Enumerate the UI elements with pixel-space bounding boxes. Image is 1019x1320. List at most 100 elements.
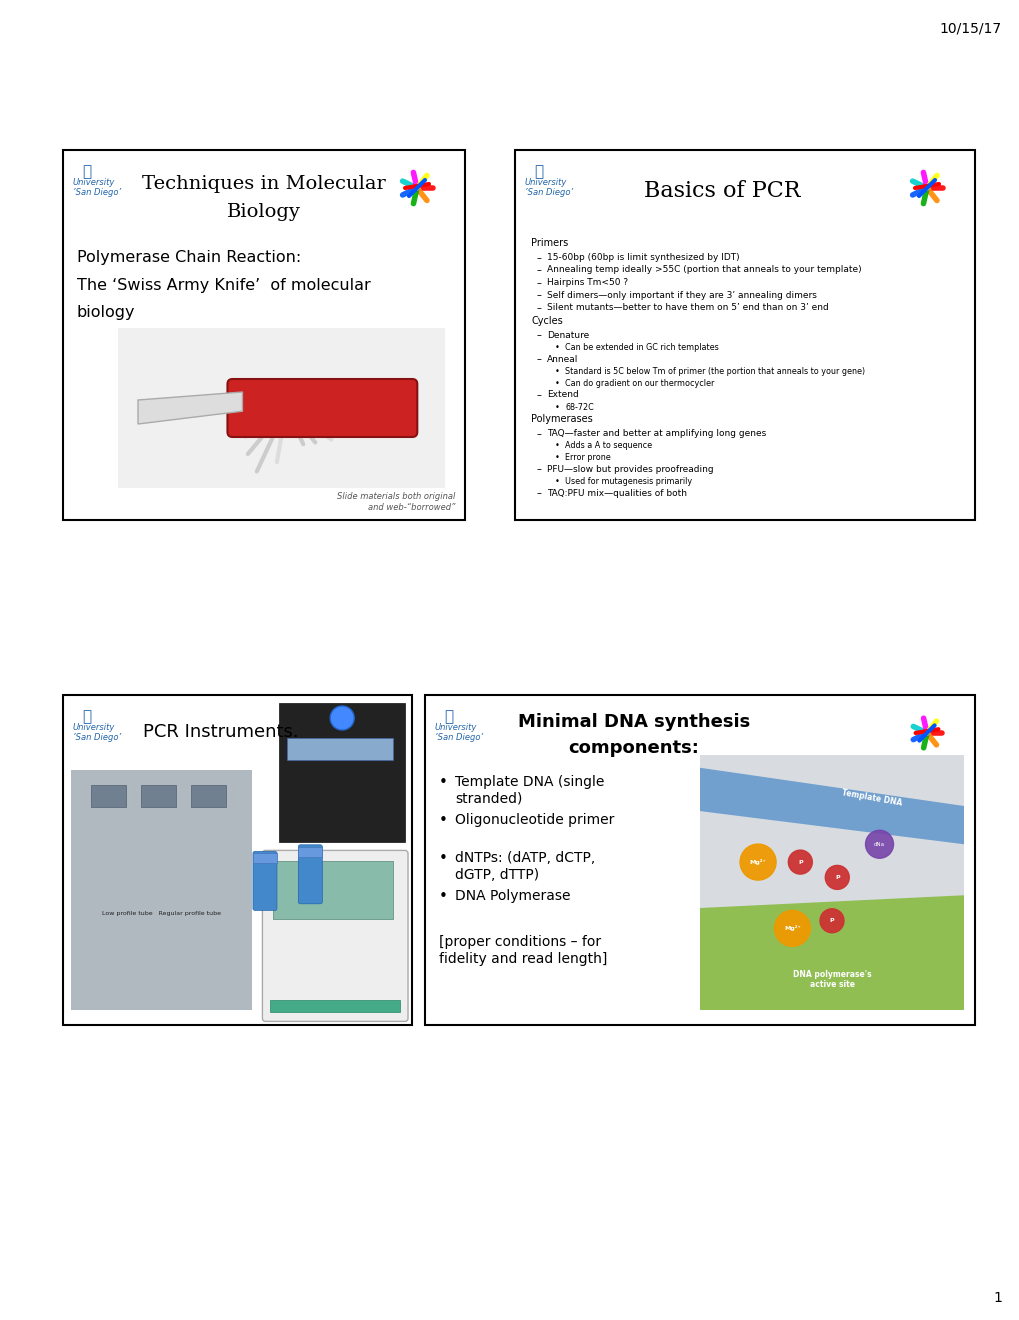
Text: Oligonucleotide primer: Oligonucleotide primer — [454, 813, 613, 828]
Text: [proper conditions – for
fidelity and read length]: [proper conditions – for fidelity and re… — [438, 935, 606, 966]
Text: Mg²⁺: Mg²⁺ — [784, 925, 800, 932]
Text: University
’San Diego’: University ’San Diego’ — [73, 723, 121, 742]
Circle shape — [330, 706, 354, 730]
Text: 15-60bp (60bp is limit synthesized by IDT): 15-60bp (60bp is limit synthesized by ID… — [546, 253, 739, 261]
Text: •: • — [554, 403, 559, 412]
Text: Polymerases: Polymerases — [531, 414, 592, 424]
Text: Adds a A to sequence: Adds a A to sequence — [565, 441, 651, 450]
Text: ⛪: ⛪ — [83, 164, 92, 180]
Text: –: – — [536, 488, 541, 499]
Bar — [298, 847, 322, 857]
Text: •: • — [554, 477, 559, 486]
FancyBboxPatch shape — [227, 379, 417, 437]
Circle shape — [788, 850, 811, 874]
FancyBboxPatch shape — [298, 845, 322, 904]
Bar — [118, 327, 444, 488]
Text: PFU—slow but provides proofreading: PFU—slow but provides proofreading — [546, 465, 713, 474]
Text: Low profile tube   Regular profile tube: Low profile tube Regular profile tube — [102, 912, 221, 916]
Text: Standard is 5C below Tm of primer (the portion that anneals to your gene): Standard is 5C below Tm of primer (the p… — [565, 367, 864, 376]
Bar — [63, 696, 412, 1026]
Text: Techniques in Molecular: Techniques in Molecular — [142, 176, 385, 193]
Bar — [273, 862, 392, 919]
Text: 1: 1 — [993, 1291, 1001, 1305]
Text: –: – — [536, 429, 541, 440]
Text: Slide materials both original
and web-“borrowed”: Slide materials both original and web-“b… — [336, 492, 454, 512]
Text: University
’San Diego’: University ’San Diego’ — [73, 178, 121, 198]
Text: Primers: Primers — [531, 238, 568, 248]
Text: dNa: dNa — [873, 842, 884, 846]
Text: ⛪: ⛪ — [534, 164, 543, 180]
Text: Can be extended in GC rich templates: Can be extended in GC rich templates — [565, 343, 718, 352]
Polygon shape — [138, 392, 243, 424]
Text: P: P — [797, 859, 802, 865]
Text: Annealing temp ideally >55C (portion that anneals to your template): Annealing temp ideally >55C (portion tha… — [546, 265, 861, 275]
Text: Biology: Biology — [227, 203, 301, 220]
Text: •: • — [438, 888, 447, 904]
Text: Mg²⁺: Mg²⁺ — [749, 859, 765, 865]
Text: TAQ—faster and better at amplifying long genes: TAQ—faster and better at amplifying long… — [546, 429, 765, 438]
Bar — [91, 785, 126, 807]
Text: Used for mutagenesis primarily: Used for mutagenesis primarily — [565, 477, 692, 486]
Text: components:: components: — [568, 739, 699, 756]
Text: 68-72C: 68-72C — [565, 403, 593, 412]
Circle shape — [865, 830, 893, 858]
Text: Denature: Denature — [546, 330, 589, 339]
Text: Can do gradient on our thermocycler: Can do gradient on our thermocycler — [565, 379, 713, 388]
Bar — [141, 785, 176, 807]
Text: P: P — [828, 919, 834, 923]
Text: ⛪: ⛪ — [83, 709, 92, 723]
Text: –: – — [536, 389, 541, 400]
Text: •: • — [554, 343, 559, 352]
Text: DNA polymerase's
active site: DNA polymerase's active site — [792, 970, 870, 989]
Bar — [287, 738, 392, 760]
Text: DNA Polymerase: DNA Polymerase — [454, 888, 570, 903]
Circle shape — [819, 908, 843, 933]
Bar — [279, 704, 405, 842]
Text: •: • — [554, 379, 559, 388]
Text: •: • — [554, 453, 559, 462]
Text: ⛪: ⛪ — [444, 709, 453, 723]
Text: •: • — [438, 813, 447, 828]
Circle shape — [824, 866, 849, 890]
Text: –: – — [536, 330, 541, 341]
Text: –: – — [536, 465, 541, 474]
FancyBboxPatch shape — [262, 850, 408, 1022]
Circle shape — [773, 911, 810, 946]
Text: –: – — [536, 304, 541, 313]
Bar — [515, 150, 974, 520]
Bar — [191, 785, 226, 807]
Text: PCR Instruments.: PCR Instruments. — [143, 723, 299, 741]
Bar — [270, 1001, 399, 1012]
Bar — [71, 770, 253, 1010]
Text: biology: biology — [76, 305, 136, 319]
Text: University
’San Diego’: University ’San Diego’ — [525, 178, 573, 198]
Text: Anneal: Anneal — [546, 355, 578, 363]
Text: –: – — [536, 355, 541, 364]
Text: dNTPs: (dATP, dCTP,
dGTP, dTTP): dNTPs: (dATP, dCTP, dGTP, dTTP) — [454, 851, 595, 882]
Bar — [63, 150, 465, 520]
FancyBboxPatch shape — [253, 851, 277, 911]
Text: Template DNA: Template DNA — [840, 788, 902, 808]
Text: Template DNA (single
stranded): Template DNA (single stranded) — [454, 775, 604, 805]
Bar — [699, 755, 963, 1010]
Text: Self dimers—only important if they are 3’ annealing dimers: Self dimers—only important if they are 3… — [546, 290, 816, 300]
Text: 10/15/17: 10/15/17 — [938, 22, 1001, 36]
Text: Basics of PCR: Basics of PCR — [643, 180, 800, 202]
Text: •: • — [554, 367, 559, 376]
Text: –: – — [536, 265, 541, 276]
Text: University
’San Diego’: University ’San Diego’ — [434, 723, 483, 742]
Text: Minimal DNA synthesis: Minimal DNA synthesis — [518, 713, 749, 731]
Text: Extend: Extend — [546, 389, 578, 399]
Text: •: • — [438, 851, 447, 866]
Text: Silent mutants—better to have them on 5’ end than on 3’ end: Silent mutants—better to have them on 5’… — [546, 304, 828, 312]
Text: Error prone: Error prone — [565, 453, 610, 462]
Text: The ‘Swiss Army Knife’  of molecular: The ‘Swiss Army Knife’ of molecular — [76, 279, 370, 293]
Circle shape — [740, 843, 775, 880]
Text: –: – — [536, 279, 541, 288]
Text: –: – — [536, 290, 541, 301]
Polygon shape — [699, 895, 963, 1010]
Text: Cycles: Cycles — [531, 315, 562, 326]
Text: Hairpins Tm<50 ?: Hairpins Tm<50 ? — [546, 279, 628, 286]
Text: –: – — [536, 253, 541, 263]
Polygon shape — [699, 768, 963, 845]
